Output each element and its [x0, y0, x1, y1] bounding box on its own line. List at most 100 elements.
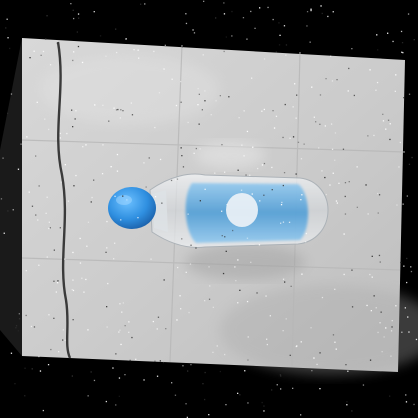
- noise-speck: [162, 361, 165, 364]
- noise-speck: [377, 331, 379, 334]
- noise-speck: [246, 300, 249, 303]
- noise-speck: [336, 202, 338, 204]
- noise-speck: [20, 143, 22, 145]
- noise-speck: [265, 295, 267, 297]
- noise-speck: [228, 96, 230, 98]
- noise-speck: [305, 241, 307, 243]
- noise-speck: [294, 83, 296, 85]
- noise-speck: [193, 152, 195, 154]
- noise-speck: [247, 336, 249, 338]
- noise-speck: [406, 281, 408, 284]
- noise-speck: [107, 282, 109, 285]
- noise-speck: [320, 5, 322, 7]
- noise-speck: [408, 163, 411, 165]
- noise-speck: [66, 132, 68, 135]
- noise-speck: [263, 108, 265, 111]
- noise-speck: [6, 18, 8, 20]
- noise-speck: [175, 179, 177, 181]
- noise-speck: [246, 237, 249, 239]
- noise-speck: [36, 101, 38, 103]
- noise-speck: [377, 49, 379, 51]
- noise-speck: [348, 67, 350, 70]
- noise-speck: [221, 235, 223, 237]
- noise-speck: [156, 375, 159, 377]
- noise-speck: [281, 201, 283, 204]
- noise-speck: [85, 144, 87, 146]
- noise-speck: [300, 341, 302, 343]
- bottle-cap: [108, 187, 156, 229]
- noise-speck: [215, 100, 217, 102]
- noise-speck: [343, 233, 345, 235]
- noise-speck: [407, 316, 409, 318]
- noise-speck: [369, 273, 371, 276]
- noise-speck: [42, 409, 44, 412]
- noise-speck: [72, 126, 74, 128]
- label-highlight: [226, 193, 258, 227]
- noise-speck: [382, 113, 384, 115]
- noise-speck: [199, 148, 201, 150]
- noise-speck: [258, 244, 261, 246]
- noise-speck: [237, 169, 239, 171]
- noise-speck: [159, 360, 161, 362]
- noise-speck: [171, 382, 173, 384]
- noise-speck: [285, 44, 288, 46]
- noise-speck: [406, 257, 408, 260]
- noise-speck: [59, 227, 61, 229]
- noise-speck: [204, 90, 206, 92]
- noise-speck: [85, 278, 87, 281]
- noise-speck: [49, 64, 52, 66]
- noise-speck: [400, 30, 403, 33]
- noise-speck: [81, 61, 84, 64]
- noise-speck: [53, 280, 55, 282]
- noise-speck: [72, 279, 74, 281]
- noise-speck: [124, 374, 126, 376]
- noise-speck: [87, 329, 89, 331]
- bottle-neck: [152, 190, 168, 232]
- noise-speck: [292, 387, 294, 389]
- noise-speck: [410, 266, 412, 268]
- noise-speck: [301, 194, 303, 196]
- noise-speck: [390, 355, 392, 357]
- noise-speck: [46, 196, 48, 198]
- noise-speck: [396, 204, 398, 206]
- noise-speck: [192, 29, 194, 31]
- noise-speck: [297, 141, 300, 143]
- noise-speck: [18, 313, 20, 315]
- noise-speck: [197, 88, 199, 90]
- noise-speck: [272, 18, 274, 21]
- noise-speck: [163, 279, 165, 281]
- noise-speck: [271, 166, 273, 169]
- noise-speck: [48, 221, 50, 223]
- noise-speck: [403, 97, 405, 99]
- noise-speck: [346, 404, 348, 406]
- noise-speck: [118, 331, 120, 333]
- noise-speck: [237, 259, 239, 261]
- noise-speck: [285, 54, 287, 56]
- noise-speck: [344, 213, 347, 215]
- noise-speck: [75, 174, 77, 177]
- noise-speck: [334, 159, 336, 161]
- noise-speck: [72, 319, 74, 321]
- noise-speck: [282, 330, 284, 332]
- noise-speck: [47, 364, 50, 366]
- noise-speck: [176, 319, 178, 321]
- noise-speck: [282, 278, 285, 280]
- noise-speck: [119, 329, 121, 331]
- noise-speck: [5, 27, 7, 29]
- noise-speck: [301, 273, 303, 275]
- noise-speck: [29, 57, 31, 59]
- noise-speck: [334, 341, 336, 343]
- noise-speck: [137, 49, 139, 51]
- noise-speck: [221, 210, 223, 212]
- noise-speck: [263, 58, 266, 60]
- noise-speck: [148, 157, 150, 159]
- noise-speck: [318, 147, 320, 149]
- noise-speck: [159, 158, 162, 161]
- noise-speck: [404, 307, 406, 309]
- noise-speck: [175, 104, 178, 107]
- noise-speck: [332, 334, 335, 336]
- noise-speck: [42, 50, 45, 53]
- noise-speck: [154, 360, 156, 362]
- noise-speck: [295, 173, 297, 175]
